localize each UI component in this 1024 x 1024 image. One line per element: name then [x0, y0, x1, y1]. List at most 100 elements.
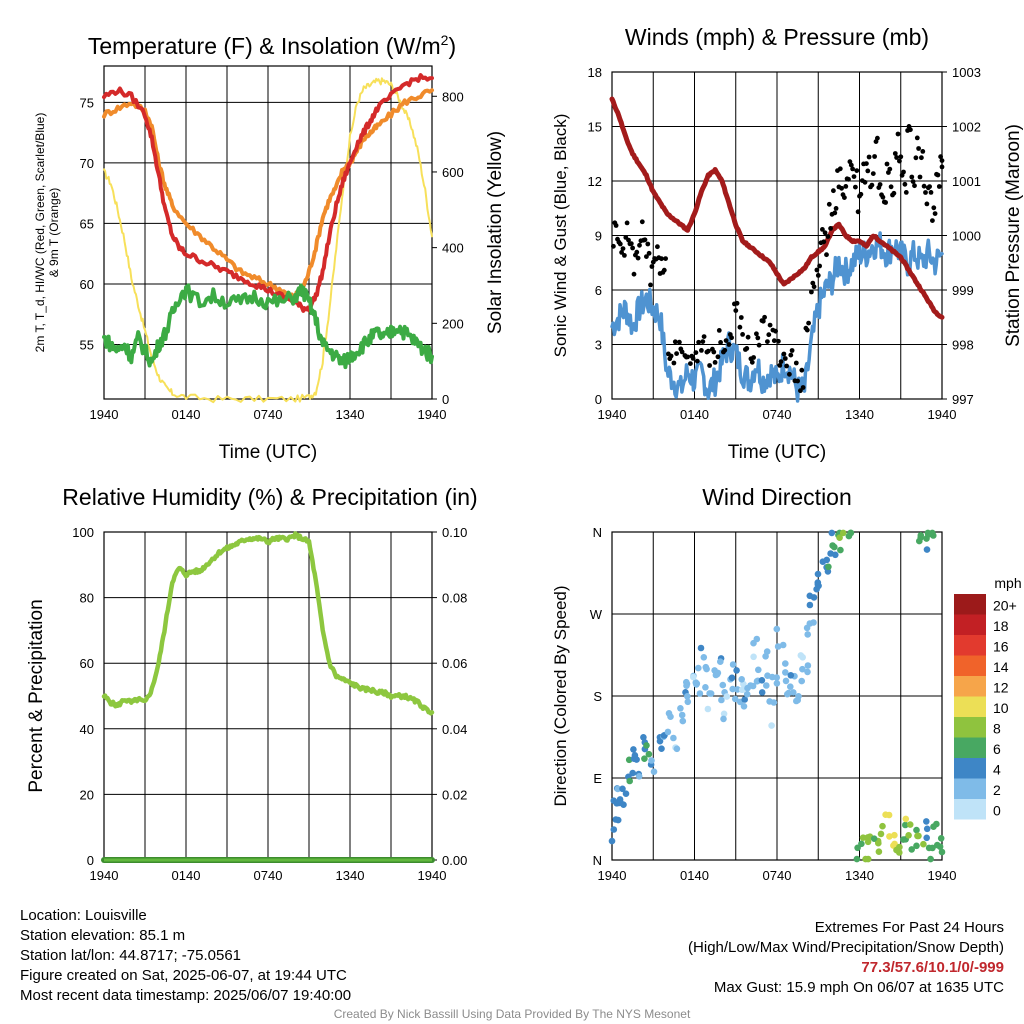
direction-point — [614, 816, 622, 824]
y2-tick-label: 0 — [442, 392, 449, 407]
gust-point — [782, 356, 788, 361]
y2-tick-label: 0.06 — [442, 656, 467, 671]
gust-point — [716, 328, 722, 333]
y-tick-label: 12 — [588, 174, 602, 189]
legend-label: 20+ — [993, 597, 1017, 613]
direction-point — [697, 644, 705, 652]
y-tick-label: 0 — [595, 392, 602, 407]
legend-label: 10 — [993, 700, 1009, 716]
direction-point — [738, 676, 745, 683]
y-tick-label: 80 — [80, 591, 94, 606]
gust-point — [637, 242, 642, 248]
direction-point — [635, 773, 643, 780]
gust-point — [839, 185, 844, 191]
direction-point — [782, 660, 789, 667]
direction-point — [755, 666, 762, 674]
direction-point — [923, 818, 930, 825]
direction-point — [799, 665, 806, 673]
y2-tick-label: 1001 — [952, 174, 981, 189]
y-tick-label: W — [590, 607, 603, 622]
gust-point — [865, 168, 871, 174]
y2-tick-label: 0.08 — [442, 591, 467, 606]
gust-point — [887, 166, 893, 172]
direction-point — [630, 746, 637, 753]
direction-point — [733, 667, 740, 674]
gust-point — [751, 355, 756, 360]
direction-point — [906, 821, 914, 828]
gust-point — [619, 250, 624, 255]
gust-point — [903, 190, 909, 195]
y-tick-label: 65 — [80, 216, 94, 231]
gust-point — [902, 181, 908, 187]
y-tick-label: 60 — [80, 656, 94, 671]
x-tick-label: 1940 — [90, 868, 119, 883]
gust-point — [793, 360, 799, 366]
direction-point — [731, 695, 739, 703]
gust-point — [624, 220, 630, 226]
direction-point — [902, 815, 910, 823]
direction-point — [905, 832, 912, 839]
y-tick-label: E — [593, 771, 602, 786]
gust-point — [701, 334, 707, 339]
gust-point — [711, 349, 717, 355]
gust-point — [846, 176, 851, 182]
gust-point — [690, 356, 696, 361]
direction-point — [779, 641, 787, 649]
x-tick-label: 0740 — [254, 407, 283, 422]
direction-point — [763, 682, 770, 689]
direction-point — [633, 756, 640, 763]
gust-point — [663, 256, 668, 261]
gust-point — [862, 179, 868, 185]
direction-point — [770, 699, 778, 706]
gust-point — [848, 162, 854, 168]
direction-point — [900, 836, 907, 843]
gust-point — [760, 318, 766, 324]
gust-point — [843, 184, 849, 189]
x-tick-label: 0740 — [763, 868, 792, 883]
series-pressure — [609, 96, 945, 320]
direction-point — [684, 693, 691, 700]
gust-point — [913, 155, 919, 161]
gust-point — [613, 223, 619, 228]
y-tick-label: 40 — [80, 722, 94, 737]
direction-point — [679, 717, 687, 725]
gust-point — [811, 284, 817, 290]
gust-point — [858, 191, 864, 197]
y2-tick-label: 1002 — [952, 120, 981, 135]
direction-point — [913, 842, 920, 850]
series-wind — [610, 231, 944, 403]
gust-point — [744, 346, 750, 351]
gust-point — [936, 184, 942, 189]
gust-point — [917, 174, 923, 180]
gust-point — [939, 164, 945, 170]
chart-temp: 1940 0140 0740 1340 1940 55 60 65 70 75 0 200 400 600… — [33, 32, 506, 463]
direction-point — [806, 601, 814, 609]
legend-label: 14 — [993, 659, 1009, 675]
gust-point — [634, 249, 640, 255]
gust-point — [661, 267, 667, 273]
gust-point — [668, 353, 674, 359]
gust-point — [645, 241, 651, 247]
gust-point — [722, 347, 728, 353]
plot-frame — [611, 71, 943, 400]
direction-point — [743, 690, 751, 698]
chart-title: Wind Direction — [702, 484, 852, 510]
direction-point — [645, 750, 653, 758]
legend-swatch — [954, 696, 986, 717]
gust-point — [800, 385, 806, 390]
direction-point — [714, 669, 722, 677]
x-tick-label: 0740 — [254, 868, 283, 883]
gust-point — [851, 174, 857, 180]
direction-point — [787, 683, 794, 690]
direction-point — [810, 594, 818, 601]
extremes-info: Extremes For Past 24 Hours (High/Low/Max… — [688, 918, 1004, 998]
gust-point — [700, 339, 706, 344]
gust-point — [908, 127, 913, 133]
gust-point — [648, 282, 653, 288]
gust-point — [795, 378, 800, 384]
direction-point — [825, 563, 832, 571]
gust-point — [671, 360, 677, 366]
gust-point — [854, 168, 860, 174]
